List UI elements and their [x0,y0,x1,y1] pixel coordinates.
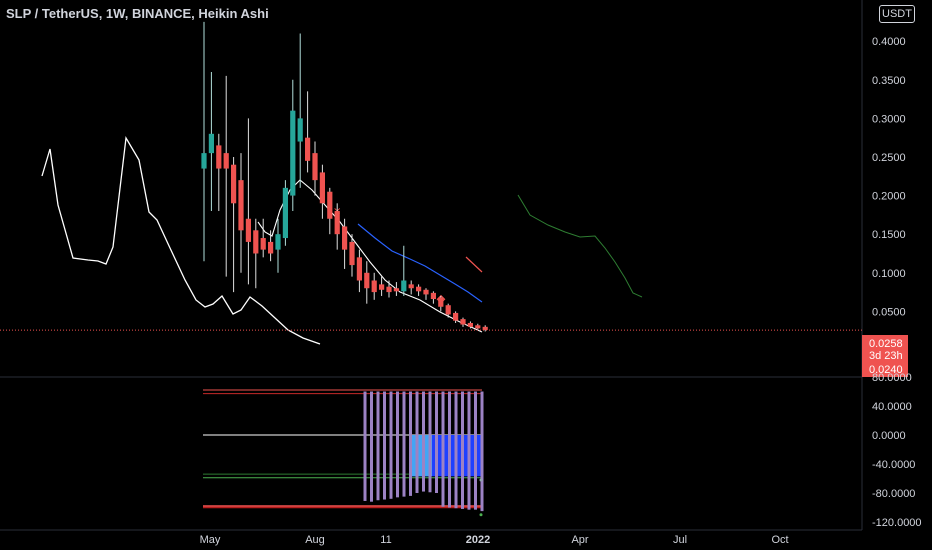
histogram-bar [467,391,471,510]
histogram-bar [396,391,399,498]
candle-body [208,133,214,154]
candle-body [297,118,303,142]
candles-group [201,21,488,332]
price-tick-label: 0.3500 [872,75,906,87]
oscillator-tick-label: 0.0000 [872,430,906,442]
candle-body [453,312,459,321]
candle-body [445,305,451,315]
histogram-bar [428,391,432,493]
candle-body [430,292,436,300]
histogram-bar [480,391,484,512]
oscillator-tick-label: 80.0000 [872,372,912,384]
candle-body [482,326,488,330]
candle-body [319,172,325,204]
candle-body [467,322,473,327]
candle-body [327,191,333,219]
signal-dot [479,478,483,482]
candle-body [290,110,296,196]
countdown-tag: 3d 23h [869,350,903,362]
candle-body [238,180,244,231]
candle-body [438,297,444,307]
histogram-bar [474,391,477,510]
histogram-bar [422,391,425,492]
white-indicator-line [41,136,321,345]
time-tick-label: May [200,534,221,546]
candle-body [475,325,481,329]
candle-body [386,286,392,293]
price-tick-label: 0.4000 [872,36,906,48]
histogram-bar [389,391,393,499]
histogram-bar [409,391,412,496]
time-tick-label: Aug [305,534,325,546]
price-tick-label: 0.2500 [872,152,906,164]
candle-body [416,286,422,292]
candle-body [334,211,340,235]
histogram-bar [454,391,458,509]
histogram-bar [448,391,451,508]
low-price-tag: 0.0240 [869,364,903,376]
candle-body [282,187,288,239]
red-trend-segment [465,256,483,273]
price-tick-label: 0.0500 [872,306,906,318]
price-tick-label: 0.3000 [872,113,906,125]
candle-body [223,153,229,169]
candle-body [364,272,370,289]
histogram-bar [435,391,438,493]
time-tick-label: Oct [771,534,788,546]
histogram-bar [461,391,464,509]
candle-body [231,164,237,204]
candle-body [401,280,407,292]
chart-title: SLP / TetherUS, 1W, BINANCE, Heikin Ashi [6,6,269,21]
candle-body [312,153,318,181]
white-ma-line [257,179,483,333]
histogram-bar [370,391,373,502]
oscillator-tick-label: -80.0000 [872,488,915,500]
candle-body [460,319,466,325]
last-price-tag: 0.0258 [869,338,903,350]
candle-body [201,153,207,169]
histogram-bar [402,391,406,497]
histogram-bar [363,391,367,501]
time-tick-label: 2022 [466,534,490,546]
time-tick-label: 11 [380,534,391,546]
candle-body [408,284,414,289]
candle-body [245,218,251,242]
candle-body [356,257,362,281]
signal-dot [479,513,483,517]
histogram-bar [376,391,380,501]
price-tag-box [862,335,908,377]
histogram-bar [415,391,419,493]
currency-badge[interactable]: USDT [879,5,915,23]
candle-body [268,241,274,254]
histogram-bar [441,391,445,507]
candle-body [216,145,222,169]
candle-body [393,288,399,292]
price-tick-label: 0.1000 [872,268,906,280]
green-faint-line [517,194,643,298]
candle-body [423,289,429,295]
histogram-bar [383,391,386,500]
candle-body [305,137,311,161]
candle-body [260,238,266,250]
candle-body [349,241,355,266]
candle-body [275,234,281,250]
time-tick-label: Jul [673,534,687,546]
blue-ma-line [357,223,483,303]
time-tick-label: Apr [571,534,588,546]
oscillator-tick-label: -40.0000 [872,459,915,471]
candle-body [342,226,348,250]
candle-body [253,230,259,254]
candle-body [371,280,377,293]
lower-pane [203,389,484,517]
oscillator-tick-label: 40.0000 [872,401,912,413]
oscillator-tick-label: -120.0000 [872,517,922,529]
candle-body [379,284,385,290]
price-tick-label: 0.2000 [872,191,906,203]
price-tick-label: 0.1500 [872,229,906,241]
